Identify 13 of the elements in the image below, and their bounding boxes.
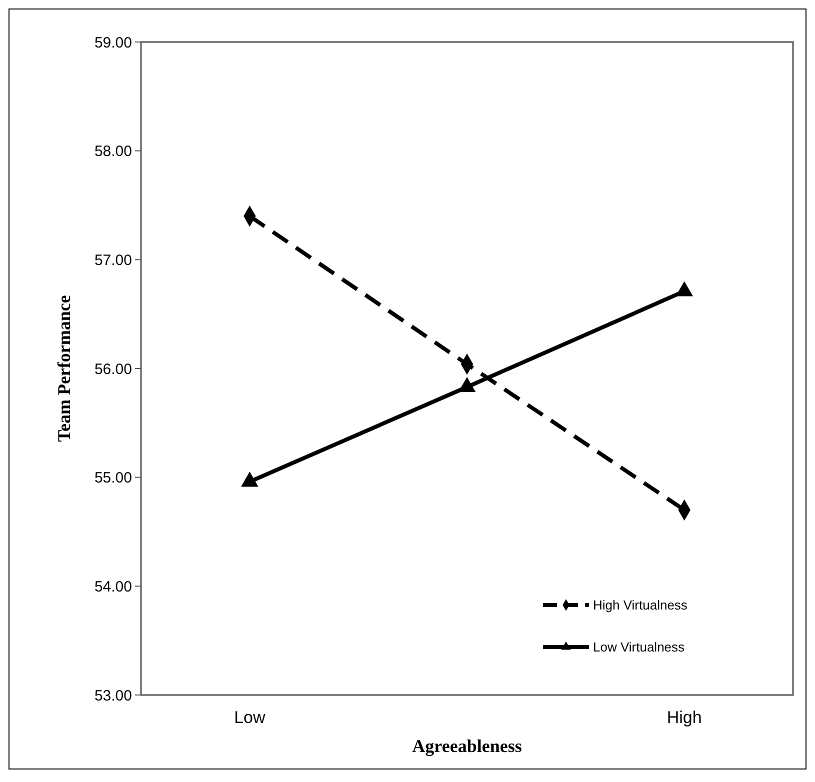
y-axis-title: Team Performance bbox=[54, 295, 74, 442]
legend-label: High Virtualness bbox=[593, 598, 688, 613]
y-tick-label: 55.00 bbox=[94, 470, 132, 487]
x-tick-label: Low bbox=[234, 708, 266, 727]
y-tick-label: 54.00 bbox=[94, 578, 132, 596]
x-tick-label: High bbox=[666, 708, 702, 727]
y-tick-label: 56.00 bbox=[94, 360, 132, 378]
x-axis-title: Agreeableness bbox=[412, 736, 522, 756]
legend-label: Low Virtualness bbox=[593, 640, 686, 655]
y-tick-label: 57.00 bbox=[94, 252, 132, 269]
y-tick-label: 58.00 bbox=[94, 143, 132, 160]
y-tick-label: 53.00 bbox=[94, 687, 132, 704]
y-tick-label: 59.00 bbox=[94, 34, 132, 52]
